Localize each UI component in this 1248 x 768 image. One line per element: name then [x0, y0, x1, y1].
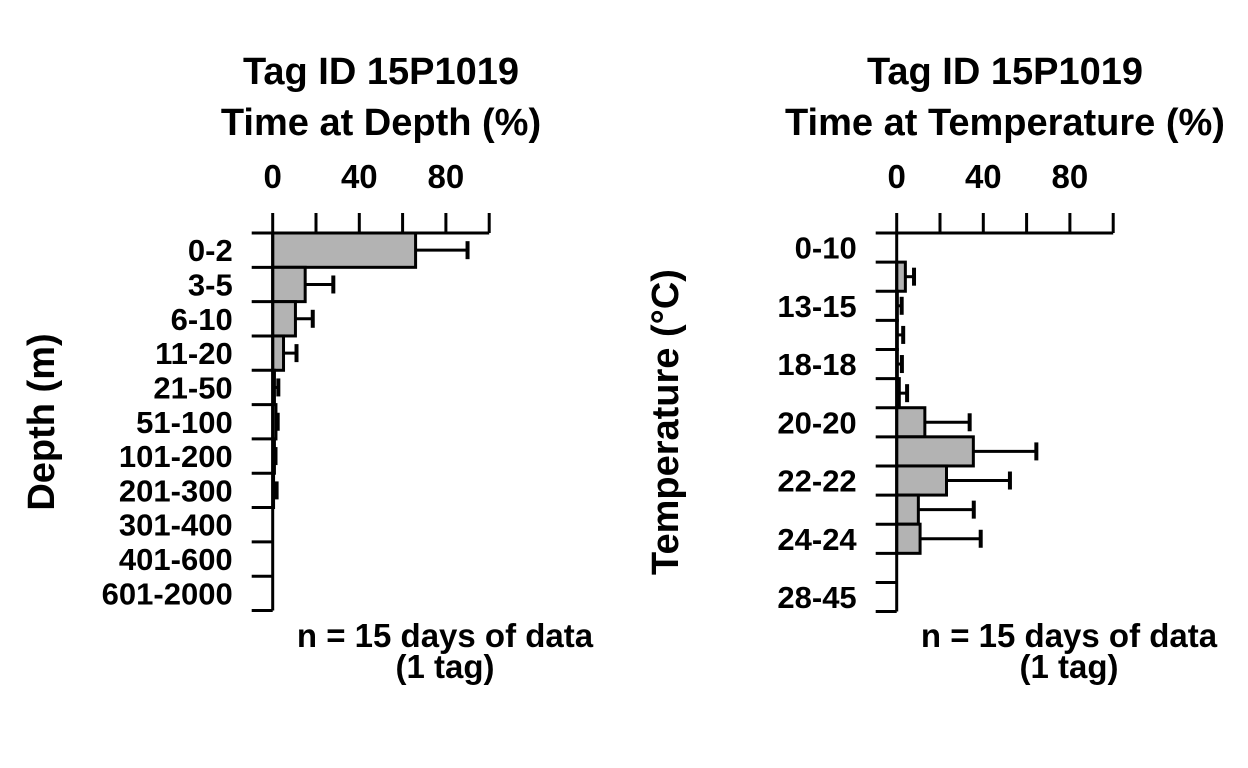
caption-line2: (1 tag) [396, 648, 495, 685]
chart-subtitle: Time at Depth (%) [221, 102, 541, 144]
bin-label: 20-20 [777, 405, 856, 440]
x-tick-label: 0 [264, 158, 282, 195]
caption-line1: n = 15 days of data [921, 617, 1218, 654]
bar [271, 265, 307, 304]
x-tick-label: 40 [965, 158, 1002, 195]
x-tick-label: 0 [888, 158, 906, 195]
plot-area: 0 40 80 0-10 13-15 18-18 20-20 22-22 24-24 28-45 [777, 158, 1115, 615]
bin-label: 0-10 [795, 231, 857, 266]
x-tick-label: 80 [1052, 158, 1089, 195]
bar [895, 493, 920, 526]
bin-label: 51-100 [136, 405, 233, 440]
x-tick-label: 80 [428, 158, 465, 195]
bin-label: 28-45 [777, 580, 856, 615]
bin-label: 24-24 [777, 522, 857, 557]
chart-subtitle: Time at Temperature (%) [785, 102, 1225, 144]
bin-label: 101-200 [119, 439, 233, 474]
bin-label: 22-22 [777, 464, 856, 499]
bin-label: 3-5 [188, 267, 233, 302]
bin-label: 21-50 [153, 370, 232, 405]
bar [271, 300, 297, 338]
bar [895, 464, 948, 497]
temperature-histogram: Tag ID 15P1019 Time at Temperature (%) T… [645, 51, 1225, 685]
bin-label: 6-10 [171, 302, 233, 337]
caption-line1: n = 15 days of data [297, 617, 594, 654]
bin-label: 18-18 [777, 347, 856, 382]
bar [895, 406, 927, 439]
plot-area: 0 40 80 0-23-56-1011-2021-5051-100101-20020… [102, 158, 491, 613]
x-tick-label: 40 [341, 158, 378, 195]
bar [895, 522, 922, 555]
bin-label: 601-2000 [102, 576, 233, 611]
bar [271, 231, 418, 269]
bar [271, 334, 286, 372]
caption-line2: (1 tag) [1020, 648, 1119, 685]
bar [895, 435, 975, 468]
bin-label: 0-2 [188, 233, 233, 268]
chart-title: Tag ID 15P1019 [867, 51, 1143, 93]
bin-label: 401-600 [119, 542, 233, 577]
bin-label: 301-400 [119, 508, 233, 543]
bin-label: 201-300 [119, 473, 233, 508]
bin-label: 11-20 [155, 336, 233, 371]
depth-histogram: Tag ID 15P1019 Time at Depth (%) Depth (… [21, 51, 594, 685]
bin-label: 13-15 [777, 289, 856, 324]
y-axis-title: Temperature (°C) [645, 269, 687, 575]
y-axis-title: Depth (m) [21, 333, 63, 510]
chart-title: Tag ID 15P1019 [243, 51, 519, 93]
